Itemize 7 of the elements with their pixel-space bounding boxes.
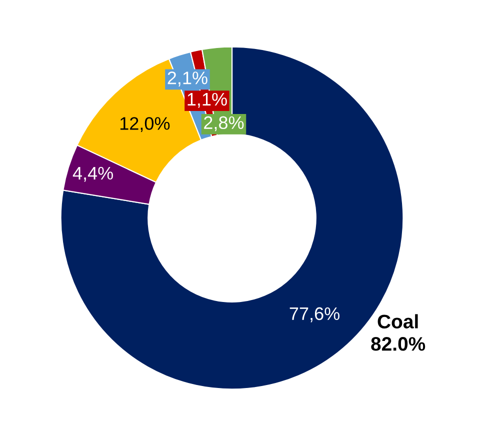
data-label: 12,0% [120, 117, 170, 132]
data-label: 2,8% [204, 116, 244, 132]
data-label: 4,4% [72, 166, 113, 182]
text: Coal 82.0% [371, 314, 426, 351]
data-label: 2,1% [168, 72, 208, 86]
data-label: 77,6% [290, 307, 340, 322]
data-label: 1,1% [188, 92, 227, 108]
